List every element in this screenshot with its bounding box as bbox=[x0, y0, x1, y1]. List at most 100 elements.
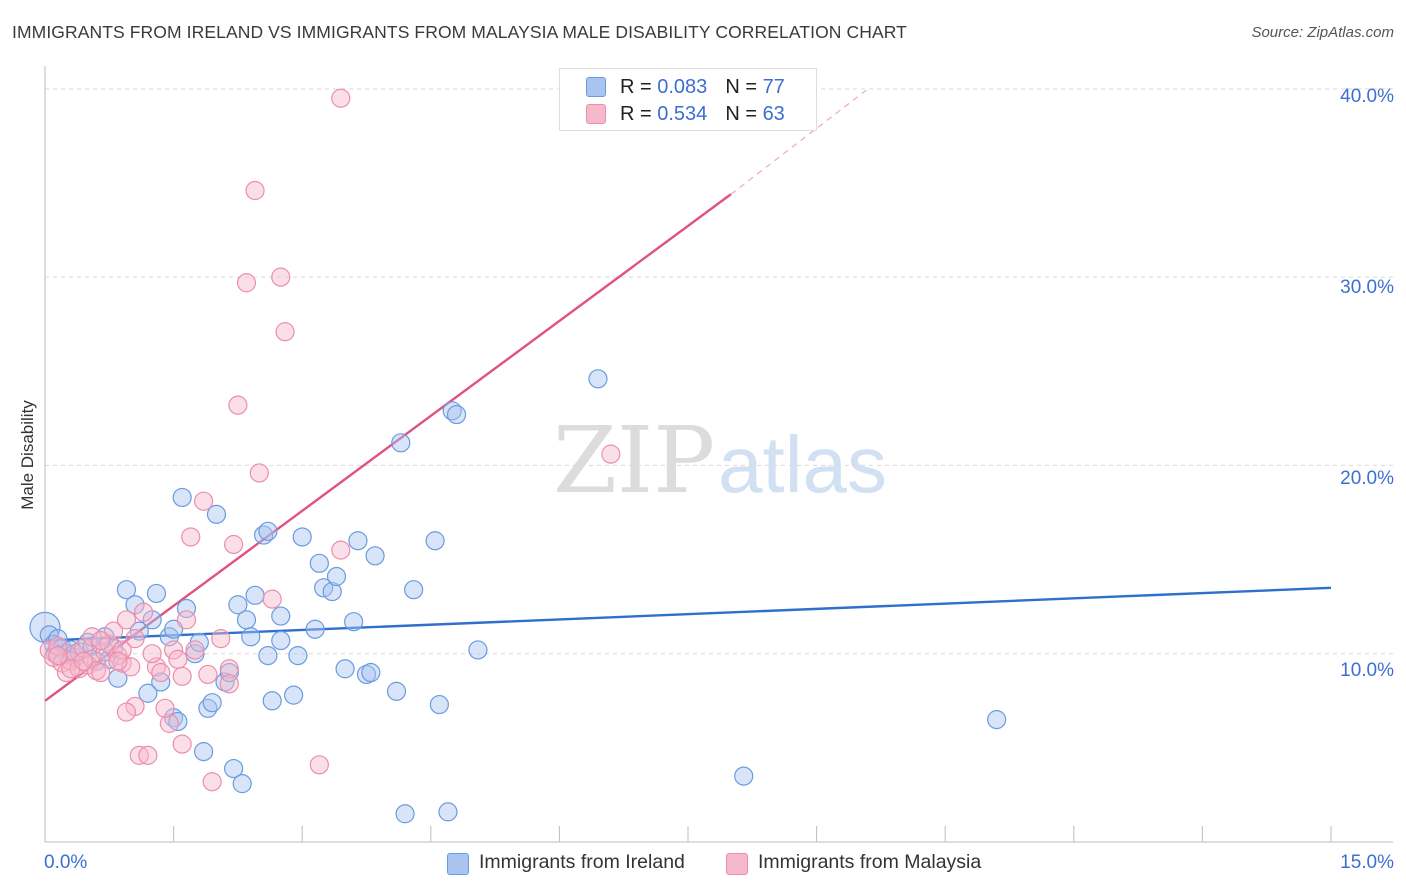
ireland-point-50 bbox=[288, 645, 308, 666]
ireland-point-24 bbox=[164, 619, 184, 639]
malaysia-point-30 bbox=[172, 734, 192, 754]
malaysia-point-42 bbox=[249, 463, 269, 483]
malaysia-point-26 bbox=[151, 662, 171, 683]
ireland-point-31 bbox=[194, 742, 214, 762]
source-label: Source: ZipAtlas.com bbox=[1251, 24, 1394, 41]
ireland-point-74 bbox=[734, 766, 754, 786]
malaysia-swatch bbox=[586, 104, 606, 124]
malaysia-point-43 bbox=[262, 589, 282, 609]
ireland-point-40 bbox=[236, 610, 257, 630]
ireland-point-45 bbox=[258, 645, 278, 666]
malaysia-point-60 bbox=[91, 630, 111, 651]
ireland-point-73 bbox=[588, 369, 608, 389]
malaysia-point-50 bbox=[133, 602, 154, 622]
bottom-malaysia-label: Immigrants from Malaysia bbox=[758, 851, 982, 873]
ireland-point-27 bbox=[172, 487, 192, 508]
ireland-point-28 bbox=[176, 598, 197, 619]
malaysia-point-46 bbox=[309, 755, 329, 775]
malaysia-r-label: R = bbox=[620, 103, 658, 125]
ireland-point-22 bbox=[138, 683, 158, 703]
ireland-point-53 bbox=[309, 553, 329, 573]
malaysia-point-59 bbox=[73, 651, 94, 671]
malaysia-point-29 bbox=[172, 666, 192, 686]
malaysia-points bbox=[39, 88, 621, 792]
malaysia-point-35 bbox=[202, 772, 222, 792]
malaysia-point-52 bbox=[601, 444, 621, 464]
malaysia-point-18 bbox=[116, 610, 137, 630]
malaysia-point-40 bbox=[236, 273, 257, 293]
bottom-malaysia-swatch bbox=[726, 853, 748, 875]
malaysia-point-38 bbox=[224, 534, 244, 555]
y-tick-label-20: 20.0% bbox=[1340, 468, 1394, 489]
malaysia-point-32 bbox=[181, 527, 201, 547]
ireland-point-34 bbox=[206, 504, 227, 524]
ireland-point-52 bbox=[305, 619, 325, 639]
ireland-point-38 bbox=[228, 595, 248, 615]
watermark: ZIP atlas bbox=[553, 407, 887, 514]
ireland-point-48 bbox=[271, 630, 291, 651]
x-tick-label-0: 0.0% bbox=[44, 852, 88, 873]
gridlines bbox=[45, 88, 1393, 655]
ireland-swatch bbox=[586, 77, 606, 97]
malaysia-point-62 bbox=[168, 649, 188, 669]
ireland-point-20 bbox=[146, 583, 167, 604]
ireland-point-72 bbox=[468, 640, 488, 660]
malaysia-point-28 bbox=[164, 640, 184, 660]
malaysia-point-49 bbox=[112, 640, 132, 660]
chart-title: IMMIGRANTS FROM IRELAND VS IMMIGRANTS FR… bbox=[12, 22, 907, 42]
malaysia-n-label: N = bbox=[725, 103, 763, 125]
malaysia-point-56 bbox=[185, 640, 205, 660]
malaysia-trend-extension bbox=[730, 88, 869, 195]
malaysia-point-41 bbox=[245, 180, 265, 201]
malaysia-point-20 bbox=[125, 629, 145, 649]
ireland-point-62 bbox=[365, 546, 385, 566]
malaysia-point-61 bbox=[108, 651, 128, 671]
malaysia-r-value: 0.534 bbox=[657, 103, 708, 125]
ireland-point-37 bbox=[224, 758, 244, 779]
ireland-n-label: N = bbox=[725, 76, 763, 98]
ireland-point-55 bbox=[322, 581, 342, 602]
ireland-r-value: 0.083 bbox=[657, 76, 708, 98]
ireland-point-58 bbox=[344, 612, 364, 632]
ireland-point-71 bbox=[446, 404, 467, 425]
malaysia-point-57 bbox=[219, 674, 239, 694]
ireland-point-64 bbox=[391, 433, 411, 453]
ireland-point-33 bbox=[202, 693, 222, 713]
malaysia-point-22 bbox=[116, 702, 137, 722]
ireland-trend-group bbox=[44, 586, 1332, 642]
axes bbox=[44, 66, 1393, 843]
ireland-point-16 bbox=[116, 580, 137, 600]
x-tick-label-15: 15.0% bbox=[1340, 852, 1394, 873]
ireland-point-41 bbox=[241, 627, 261, 647]
legend-ireland-text: R = 0.083 N = 77 bbox=[620, 76, 785, 99]
legend-malaysia-text: R = 0.534 N = 63 bbox=[620, 103, 785, 126]
ireland-point-56 bbox=[326, 566, 347, 587]
ireland-point-49 bbox=[284, 685, 304, 705]
y-tick-label-40: 40.0% bbox=[1340, 86, 1394, 107]
malaysia-point-31 bbox=[176, 610, 197, 630]
malaysia-point-51 bbox=[155, 698, 175, 718]
ireland-trend-line bbox=[44, 586, 1332, 642]
ireland-point-66 bbox=[404, 580, 424, 600]
ireland-point-51 bbox=[292, 527, 312, 547]
malaysia-point-47 bbox=[331, 540, 351, 560]
malaysia-point-37 bbox=[219, 659, 239, 679]
ireland-point-69 bbox=[438, 802, 458, 822]
malaysia-point-33 bbox=[194, 491, 214, 511]
bottom-ireland-label: Immigrants from Ireland bbox=[479, 851, 685, 873]
malaysia-point-44 bbox=[271, 267, 291, 287]
malaysia-trend-group bbox=[44, 88, 869, 702]
ireland-point-44 bbox=[258, 521, 278, 541]
malaysia-trend-line bbox=[44, 193, 732, 702]
malaysia-point-36 bbox=[211, 629, 231, 649]
ireland-point-46 bbox=[262, 691, 282, 711]
malaysia-point-48 bbox=[331, 88, 351, 108]
ireland-point-47 bbox=[271, 606, 291, 626]
y-tick-label-30: 30.0% bbox=[1340, 277, 1394, 298]
ireland-points bbox=[29, 369, 1007, 824]
stats-legend: R = 0.083 N = 77 R = 0.534 N = 63 bbox=[559, 68, 817, 131]
watermark-atlas: atlas bbox=[718, 420, 887, 509]
ireland-point-67 bbox=[425, 531, 445, 551]
ireland-point-39 bbox=[232, 774, 252, 794]
